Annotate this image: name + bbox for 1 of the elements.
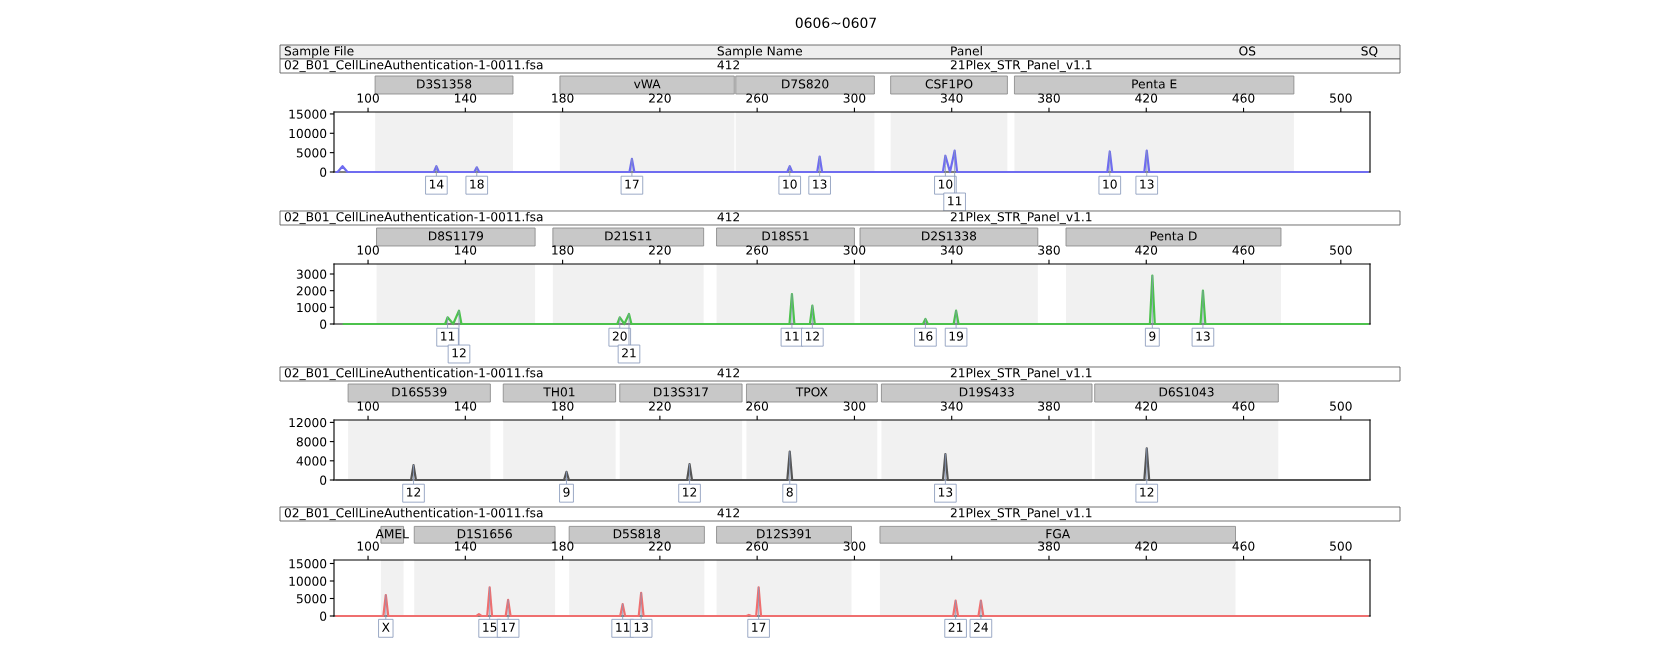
line-series [342,274,1369,326]
